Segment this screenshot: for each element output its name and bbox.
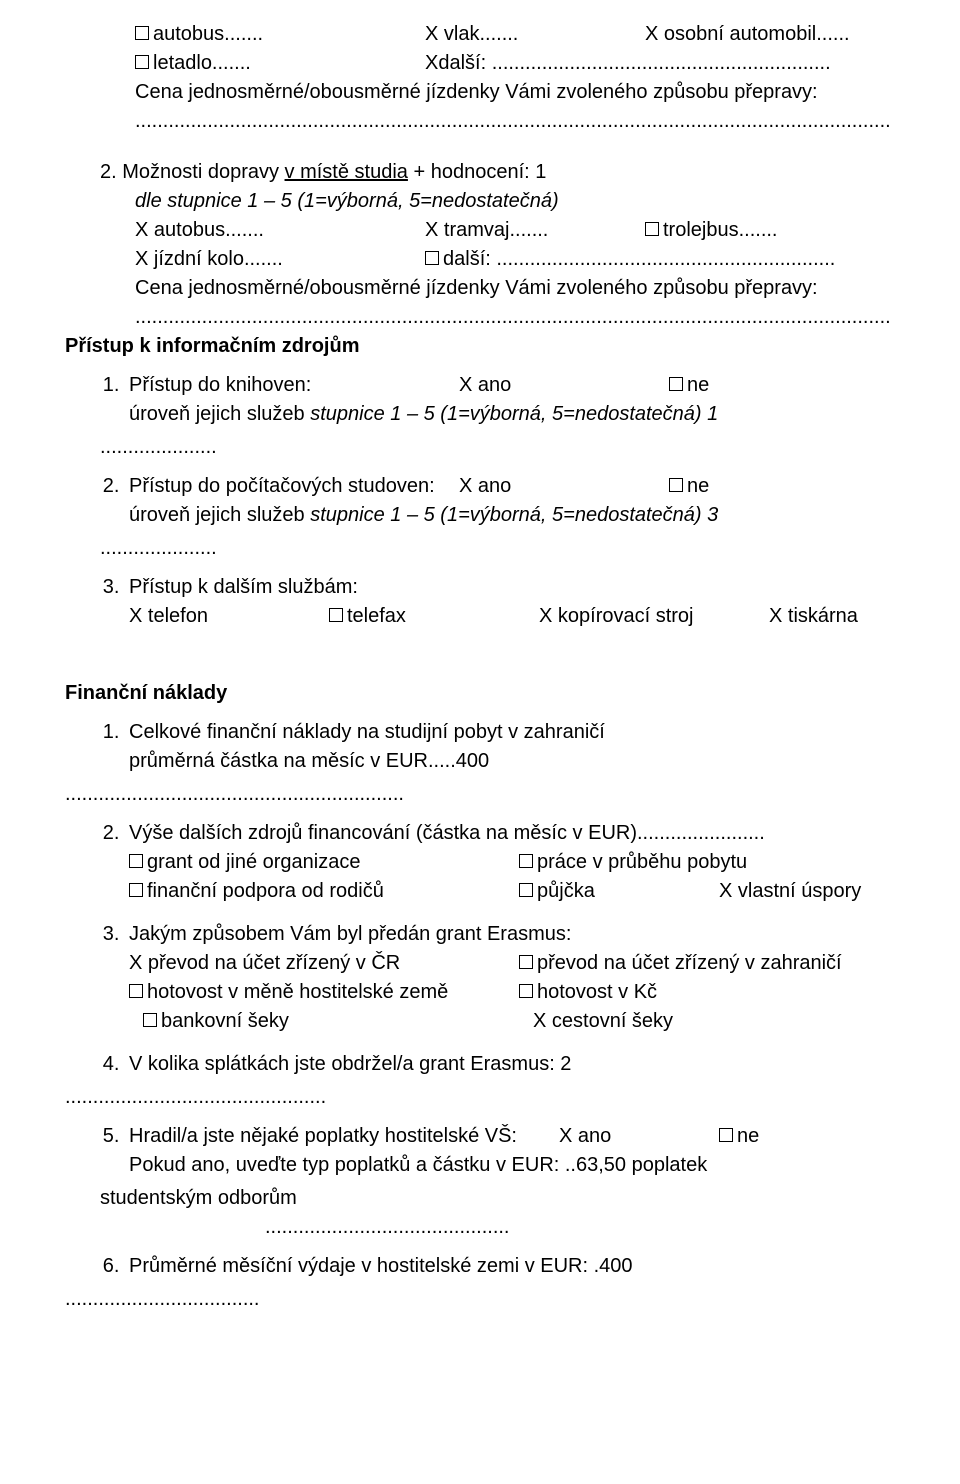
info-list-2: Přístup do počítačových studoven: X ano …	[65, 472, 895, 530]
info-item-2-label: Přístup do počítačových studoven:	[129, 472, 459, 501]
checkbox	[135, 55, 149, 69]
fin-list: Celkové finanční náklady na studijní pob…	[65, 718, 895, 776]
fin-item-6: Průměrné měsíční výdaje v hostitelské ze…	[125, 1252, 895, 1281]
checkbox	[425, 251, 439, 265]
opt-letadlo: letadlo.......	[135, 49, 425, 78]
fin-item-5b: Pokud ano, uveďte typ poplatků a částku …	[129, 1151, 895, 1180]
opt-prevod-cr: X převod na účet zřízený v ČR	[129, 949, 519, 978]
checkbox	[519, 854, 533, 868]
info-item-1-ano: X ano	[459, 371, 669, 400]
info-item-1-fill: .....................	[65, 433, 895, 462]
info-list: Přístup do knihoven: X ano ne úroveň jej…	[65, 371, 895, 429]
fin-list-6: Průměrné měsíční výdaje v hostitelské ze…	[65, 1252, 895, 1281]
fin-item-2: Výše dalších zdrojů financování (částka …	[125, 819, 895, 906]
fin-item-1: Celkové finanční náklady na studijní pob…	[125, 718, 895, 776]
opt-uspory: X vlastní úspory	[719, 877, 861, 906]
transport2-heading: 2. Možnosti dopravy v místě studia + hod…	[65, 158, 895, 187]
opt-autobus: X autobus.......	[135, 216, 425, 245]
fin-item-5-fill: ........................................…	[65, 1213, 895, 1242]
transport1-cena-label: Cena jednosměrné/obousměrné jízdenky Vám…	[135, 78, 895, 107]
checkbox	[719, 1128, 733, 1142]
opt-vlak: X vlak.......	[425, 20, 645, 49]
transport2-options: X autobus....... X tramvaj....... trolej…	[65, 216, 895, 332]
fin-heading: Finanční náklady	[65, 679, 895, 708]
checkbox	[645, 222, 659, 236]
fin-item-2a: Výše dalších zdrojů financování (částka …	[129, 819, 895, 848]
checkbox	[329, 608, 343, 622]
fin-list-3: Jakým způsobem Vám byl předán grant Eras…	[65, 920, 895, 1036]
fin-item-3a: Jakým způsobem Vám byl předán grant Eras…	[129, 920, 895, 949]
info-item-1: Přístup do knihoven: X ano ne úroveň jej…	[125, 371, 895, 429]
opt-bankovni-seky: bankovní šeky	[129, 1007, 533, 1036]
fin-item-3: Jakým způsobem Vám byl předán grant Eras…	[125, 920, 895, 1036]
fin-item-4: V kolika splátkách jste obdržel/a grant …	[125, 1050, 895, 1079]
checkbox	[135, 26, 149, 40]
fin-item-5c: studentským odborům	[65, 1184, 895, 1213]
fin-item-5-ano: X ano	[559, 1122, 719, 1151]
checkbox	[519, 984, 533, 998]
transport1-fill: ........................................…	[135, 107, 895, 136]
transport2-stupnice: dle stupnice 1 – 5 (1=výborná, 5=nedosta…	[65, 187, 895, 216]
opt-dalsi: další: .................................…	[425, 245, 835, 274]
info-item-2-ano: X ano	[459, 472, 669, 501]
checkbox	[519, 955, 533, 969]
fin-item-1a: Celkové finanční náklady na studijní pob…	[129, 718, 895, 747]
opt-kopirovaci: X kopírovací stroj	[539, 602, 769, 631]
checkbox	[129, 984, 143, 998]
fin-item-5a: Hradil/a jste nějaké poplatky hostitelsk…	[129, 1122, 559, 1151]
opt-trolejbus: trolejbus.......	[645, 216, 778, 245]
opt-rodice: finanční podpora od rodičů	[129, 877, 519, 906]
opt-prevod-zahr: převod na účet zřízený v zahraničí	[519, 949, 842, 978]
transport2-cena-label: Cena jednosměrné/obousměrné jízdenky Vám…	[135, 274, 895, 303]
fin-item-6-fill: ...................................	[65, 1285, 895, 1314]
opt-hotovost-host: hotovost v měně hostitelské země	[129, 978, 519, 1007]
checkbox	[129, 883, 143, 897]
opt-prace: práce v průběhu pobytu	[519, 848, 747, 877]
info-item-1-ne: ne	[669, 371, 709, 400]
info-heading: Přístup k informačním zdrojům	[65, 332, 895, 361]
checkbox	[143, 1013, 157, 1027]
opt-dalsi: Xdalší: ................................…	[425, 49, 831, 78]
info-item-3: Přístup k dalším službám: X telefon tele…	[125, 573, 895, 631]
checkbox	[519, 883, 533, 897]
info-list-3: Přístup k dalším službám: X telefon tele…	[65, 573, 895, 631]
info-item-3-label: Přístup k dalším službám:	[129, 573, 895, 602]
info-item-2-fill: .....................	[65, 534, 895, 563]
opt-jizdni-kolo: X jízdní kolo.......	[135, 245, 425, 274]
opt-cestovni-seky: X cestovní šeky	[533, 1007, 673, 1036]
opt-hotovost-kc: hotovost v Kč	[519, 978, 657, 1007]
fin-list-4: V kolika splátkách jste obdržel/a grant …	[65, 1050, 895, 1079]
info-item-1-label: Přístup do knihoven:	[129, 371, 459, 400]
fin-item-5-ne: ne	[719, 1122, 759, 1151]
fin-item-1-fill: ........................................…	[65, 780, 895, 809]
checkbox	[129, 854, 143, 868]
opt-osobni-automobil: X osobní automobil......	[645, 20, 850, 49]
checkbox	[669, 478, 683, 492]
info-item-2-ne: ne	[669, 472, 709, 501]
fin-list-2: Výše dalších zdrojů financování (částka …	[65, 819, 895, 906]
fin-item-4-fill: ........................................…	[65, 1083, 895, 1112]
fin-list-5: Hradil/a jste nějaké poplatky hostitelsk…	[65, 1122, 895, 1180]
fin-item-5: Hradil/a jste nějaké poplatky hostitelsk…	[125, 1122, 895, 1180]
opt-tiskarna: X tiskárna	[769, 602, 858, 631]
transport2-fill: ........................................…	[135, 303, 895, 332]
opt-telefon: X telefon	[129, 602, 329, 631]
info-item-1-level: úroveň jejich služeb stupnice 1 – 5 (1=v…	[129, 400, 895, 429]
opt-tramvaj: X tramvaj.......	[425, 216, 645, 245]
transport1-options: autobus....... X vlak....... X osobní au…	[65, 20, 895, 136]
opt-pujcka: půjčka	[519, 877, 719, 906]
fin-item-1b: průměrná částka na měsíc v EUR.....400	[129, 747, 895, 776]
opt-telefax: telefax	[329, 602, 539, 631]
opt-grant: grant od jiné organizace	[129, 848, 519, 877]
document-page: autobus....... X vlak....... X osobní au…	[0, 0, 960, 1484]
opt-autobus: autobus.......	[135, 20, 425, 49]
checkbox	[669, 377, 683, 391]
info-item-2-level: úroveň jejich služeb stupnice 1 – 5 (1=v…	[129, 501, 895, 530]
info-item-2: Přístup do počítačových studoven: X ano …	[125, 472, 895, 530]
